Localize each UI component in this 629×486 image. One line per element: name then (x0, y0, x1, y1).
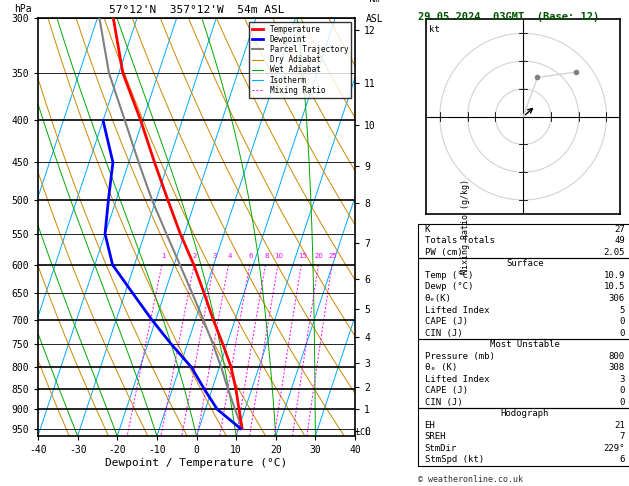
Text: 10.9: 10.9 (603, 271, 625, 280)
Text: CAPE (J): CAPE (J) (425, 386, 467, 395)
Text: 4: 4 (228, 253, 231, 259)
Text: CAPE (J): CAPE (J) (425, 317, 467, 326)
Text: 3: 3 (213, 253, 217, 259)
Text: kt: kt (429, 25, 440, 34)
Text: 229°: 229° (603, 444, 625, 453)
Text: 10: 10 (274, 253, 284, 259)
Text: 49: 49 (614, 236, 625, 245)
Text: Pressure (mb): Pressure (mb) (425, 352, 494, 361)
Text: ASL: ASL (365, 14, 383, 24)
Text: 27: 27 (614, 225, 625, 234)
Text: 25: 25 (328, 253, 337, 259)
Text: 21: 21 (614, 421, 625, 430)
Text: θₑ(K): θₑ(K) (425, 294, 452, 303)
Text: 29.05.2024  03GMT  (Base: 12): 29.05.2024 03GMT (Base: 12) (418, 12, 599, 22)
Text: 0: 0 (620, 386, 625, 395)
Text: 6: 6 (620, 455, 625, 465)
Text: Lifted Index: Lifted Index (425, 375, 489, 383)
Legend: Temperature, Dewpoint, Parcel Trajectory, Dry Adiabat, Wet Adiabat, Isotherm, Mi: Temperature, Dewpoint, Parcel Trajectory… (249, 22, 351, 98)
Text: Hodograph: Hodograph (501, 409, 549, 418)
Text: 0: 0 (620, 398, 625, 407)
Text: Most Unstable: Most Unstable (490, 340, 560, 349)
Text: Temp (°C): Temp (°C) (425, 271, 473, 280)
Text: 8: 8 (264, 253, 269, 259)
Text: EH: EH (425, 421, 435, 430)
Text: 6: 6 (248, 253, 253, 259)
Text: LCL: LCL (355, 428, 370, 437)
Bar (418, 408, 629, 466)
Text: km: km (369, 0, 380, 4)
Bar (418, 258, 629, 339)
Text: CIN (J): CIN (J) (425, 398, 462, 407)
Text: 2: 2 (193, 253, 198, 259)
Text: 306: 306 (609, 294, 625, 303)
Text: Totals Totals: Totals Totals (425, 236, 494, 245)
Text: 10.5: 10.5 (603, 282, 625, 292)
Text: Lifted Index: Lifted Index (425, 306, 489, 314)
Text: CIN (J): CIN (J) (425, 329, 462, 338)
Text: 57°12'N  357°12'W  54m ASL: 57°12'N 357°12'W 54m ASL (109, 5, 284, 16)
Text: SREH: SREH (425, 433, 446, 441)
Bar (418, 224, 629, 258)
Text: Mixing Ratio (g/kg): Mixing Ratio (g/kg) (462, 179, 470, 275)
Text: © weatheronline.co.uk: © weatheronline.co.uk (418, 474, 523, 484)
Text: PW (cm): PW (cm) (425, 248, 462, 257)
Text: θₑ (K): θₑ (K) (425, 363, 457, 372)
Text: 0: 0 (620, 317, 625, 326)
Text: 308: 308 (609, 363, 625, 372)
Text: 800: 800 (609, 352, 625, 361)
Text: 2.05: 2.05 (603, 248, 625, 257)
Bar (418, 339, 629, 408)
Text: 7: 7 (620, 433, 625, 441)
Text: 0: 0 (620, 329, 625, 338)
Text: Surface: Surface (506, 260, 543, 268)
Text: 20: 20 (315, 253, 324, 259)
Text: StmSpd (kt): StmSpd (kt) (425, 455, 484, 465)
Text: 3: 3 (620, 375, 625, 383)
Text: hPa: hPa (14, 4, 31, 14)
Text: Dewp (°C): Dewp (°C) (425, 282, 473, 292)
Text: K: K (425, 225, 430, 234)
Text: StmDir: StmDir (425, 444, 457, 453)
Text: 5: 5 (620, 306, 625, 314)
Text: 15: 15 (298, 253, 307, 259)
Text: 1: 1 (161, 253, 165, 259)
X-axis label: Dewpoint / Temperature (°C): Dewpoint / Temperature (°C) (106, 458, 287, 468)
